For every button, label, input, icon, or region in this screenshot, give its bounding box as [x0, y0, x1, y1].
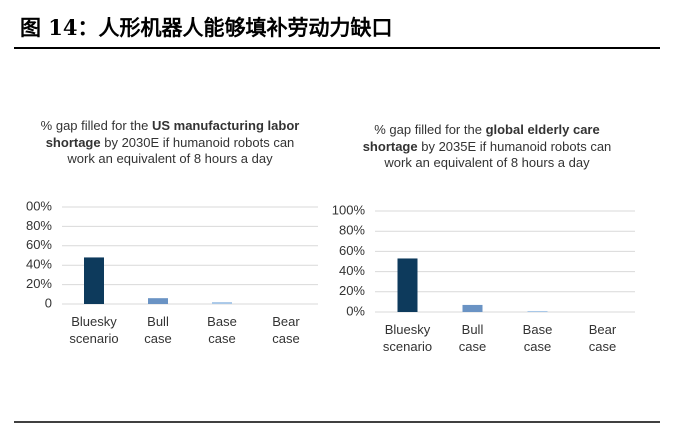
bar — [527, 310, 548, 312]
title-run: % gap filled for the — [40, 118, 152, 133]
title-run: US manufacturing labor shortage — [45, 118, 300, 150]
category-line: case — [459, 339, 486, 354]
category-line: Bull — [462, 322, 484, 337]
y-tick-label: 40% — [26, 257, 52, 272]
y-tick-label: 80% — [339, 223, 365, 238]
x-tick-label: Base case — [523, 322, 553, 354]
bar — [212, 302, 232, 304]
category-line: Bluesky — [71, 314, 117, 329]
x-tick-label: Bull case — [459, 322, 486, 354]
chart-title: % gap filled for the US manufacturing la… — [35, 118, 305, 168]
category-line: Base — [207, 314, 237, 329]
category-line: Base — [523, 322, 553, 337]
y-tick-label: 80% — [26, 218, 52, 233]
x-tick-label: Bull case — [144, 314, 171, 346]
x-tick-label: Bluesky scenario — [383, 322, 432, 354]
y-tick-label: 40% — [339, 263, 365, 278]
title-run: by 2035E if humanoid robots can work an … — [384, 138, 612, 171]
bar — [462, 304, 483, 312]
category-line: Bear — [272, 314, 300, 329]
y-tick-label: 100% — [332, 202, 366, 217]
figure-title: 图 14：人形机器人能够填补劳动力缺口 — [20, 15, 393, 40]
title-run: % gap filled for the — [374, 122, 486, 137]
y-tick-label: 00% — [26, 198, 52, 213]
category-line: Bull — [147, 314, 169, 329]
category-line: scenario — [383, 339, 432, 354]
bar — [148, 298, 168, 304]
bar — [84, 257, 104, 304]
category-line: case — [144, 331, 171, 346]
category-line: scenario — [69, 331, 118, 346]
y-tick-label: 20% — [339, 283, 365, 298]
category-line: case — [272, 331, 299, 346]
x-tick-label: Bluesky scenario — [69, 314, 118, 346]
title-run: global elderly care shortage — [362, 122, 600, 154]
y-tick-label: 0 — [45, 295, 52, 310]
y-tick-label: 0% — [346, 303, 365, 318]
x-tick-label: Base case — [207, 314, 237, 346]
title-run: by 2030E if humanoid robots can work an … — [67, 134, 295, 167]
bar — [397, 258, 418, 312]
category-line: Bear — [589, 322, 617, 337]
category-line: case — [524, 339, 551, 354]
category-line: case — [589, 339, 616, 354]
y-tick-label: 60% — [26, 237, 52, 252]
chart-title: % gap filled for the global elderly care… — [352, 122, 622, 172]
x-tick-label: Bear case — [589, 322, 617, 354]
category-line: Bluesky — [385, 322, 431, 337]
y-tick-label: 60% — [339, 243, 365, 258]
y-tick-label: 20% — [26, 276, 52, 291]
category-line: case — [208, 331, 235, 346]
x-tick-label: Bear case — [272, 314, 300, 346]
